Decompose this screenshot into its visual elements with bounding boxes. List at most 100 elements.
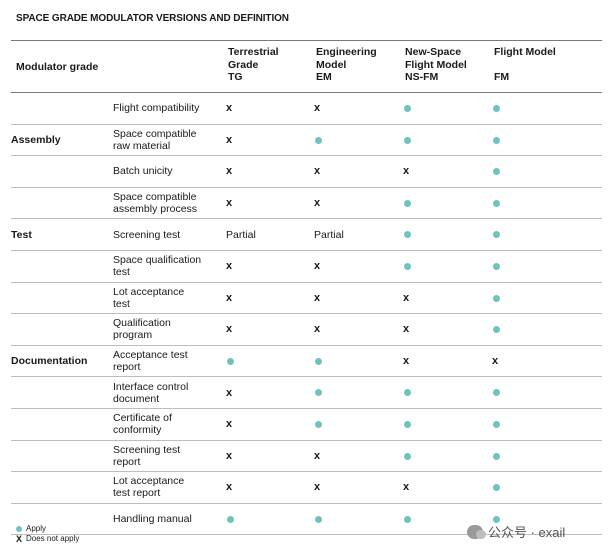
- header-line: New-Space: [405, 46, 462, 58]
- row-group-label: [11, 250, 113, 283]
- value-cell: x: [314, 282, 404, 315]
- cross-icon: x: [314, 260, 321, 273]
- cross-icon: x: [226, 260, 233, 273]
- item-line: Space qualification: [113, 254, 202, 267]
- value-cell: [492, 440, 603, 473]
- apply-dot-icon: [493, 484, 501, 492]
- legend-apply: Apply: [16, 524, 79, 534]
- value-cell: [403, 187, 493, 220]
- item-line: test report: [113, 487, 161, 500]
- table-row: Qualification program x x x: [11, 313, 603, 346]
- value-cell: x: [403, 155, 493, 188]
- value-cell: [403, 440, 493, 473]
- value-cell: [226, 503, 315, 536]
- value-cell: [492, 408, 603, 441]
- legend: Apply X Does not apply: [16, 524, 79, 544]
- value-cell: x: [492, 345, 603, 378]
- value-cell: x: [314, 313, 404, 346]
- item-line: Acceptance test: [113, 349, 188, 362]
- value-cell: [492, 250, 603, 283]
- item-line: Lot acceptance: [113, 475, 185, 488]
- header-col-tg: Terrestrial Grade TG: [226, 40, 315, 93]
- row-item-label: Lot acceptance test: [113, 282, 227, 315]
- apply-dot-icon: [404, 136, 412, 144]
- row-group-label: [11, 92, 113, 125]
- value-cell: [403, 376, 493, 409]
- row-item-label: Screening test: [113, 218, 227, 251]
- value-cell: x: [226, 313, 315, 346]
- value-cell: x: [314, 92, 404, 125]
- apply-dot-icon: [404, 105, 412, 113]
- cross-icon: x: [226, 133, 233, 146]
- header-line: Model: [316, 58, 347, 71]
- apply-dot-icon: [404, 231, 412, 239]
- modulator-grade-table: Modulator grade Terrestrial Grade TG Engin…: [11, 40, 603, 536]
- item-line: conformity: [113, 424, 162, 437]
- value-cell: [314, 503, 404, 536]
- value-cell: x: [314, 187, 404, 220]
- cross-icon: x: [403, 323, 410, 336]
- item-line: assembly process: [113, 203, 198, 216]
- table-row: Flight compatibility x x: [11, 92, 603, 125]
- watermark: 公众号 · exail: [467, 522, 565, 541]
- row-item-label: Space compatible assembly process: [113, 187, 227, 220]
- wechat-icon: [467, 524, 486, 539]
- value-cell: [492, 282, 603, 315]
- item-line: document: [113, 392, 160, 405]
- cross-icon: x: [492, 355, 499, 368]
- value-cell: x: [314, 440, 404, 473]
- item-line: Space compatible: [113, 191, 197, 204]
- row-item-label: Screening test report: [113, 440, 227, 473]
- apply-dot-icon: [493, 262, 501, 270]
- header-col-em: Engineering Model EM: [314, 40, 404, 93]
- value-cell: x: [403, 471, 493, 504]
- header-line: FM: [494, 71, 510, 83]
- value-cell: [492, 503, 603, 536]
- apply-dot-icon: [493, 294, 501, 302]
- item-line: Screening test: [113, 443, 181, 456]
- value-cell: x: [226, 187, 315, 220]
- header-line: TG: [228, 71, 243, 83]
- cross-icon: x: [226, 197, 233, 210]
- value-cell: [403, 250, 493, 283]
- apply-dot-icon: [404, 389, 412, 397]
- value-cell: [403, 124, 493, 157]
- value-cell: [492, 124, 603, 157]
- apply-dot-icon: [315, 136, 323, 144]
- value-cell: x: [314, 155, 404, 188]
- apply-dot-icon: [493, 326, 501, 334]
- row-item-label: Interface control document: [113, 376, 227, 409]
- row-item-label: Handling manual: [113, 503, 227, 536]
- partial-label: Partial: [226, 228, 256, 241]
- table-row: Interface control document x: [11, 376, 603, 409]
- apply-dot-icon: [493, 168, 501, 176]
- table-row: Space compatible assembly process x x: [11, 187, 603, 220]
- value-cell: x: [226, 376, 315, 409]
- apply-dot-icon: [16, 526, 22, 532]
- cross-icon: x: [226, 165, 233, 178]
- value-cell: [492, 155, 603, 188]
- value-cell: [403, 408, 493, 441]
- value-cell: x: [226, 92, 315, 125]
- value-cell: x: [403, 313, 493, 346]
- item-line: Batch unicity: [113, 165, 173, 178]
- header-line: EM: [316, 71, 332, 83]
- cross-icon: x: [226, 418, 233, 431]
- item-line: Space compatible: [113, 127, 197, 140]
- apply-dot-icon: [493, 452, 501, 460]
- value-cell: [314, 345, 404, 378]
- apply-dot-icon: [493, 515, 501, 523]
- apply-dot-icon: [404, 515, 412, 523]
- table-row: Lot acceptance test report x x x: [11, 471, 603, 504]
- row-group-label: [11, 282, 113, 315]
- header-modulator-grade: Modulator grade: [11, 40, 227, 93]
- apply-dot-icon: [315, 420, 323, 428]
- apply-dot-icon: [493, 420, 501, 428]
- cross-icon: x: [403, 481, 410, 494]
- apply-dot-icon: [493, 136, 501, 144]
- item-line: test: [113, 297, 130, 310]
- cross-icon: x: [226, 386, 233, 399]
- item-line: test: [113, 266, 130, 279]
- item-line: Qualification: [113, 317, 171, 330]
- cross-icon: x: [226, 449, 233, 462]
